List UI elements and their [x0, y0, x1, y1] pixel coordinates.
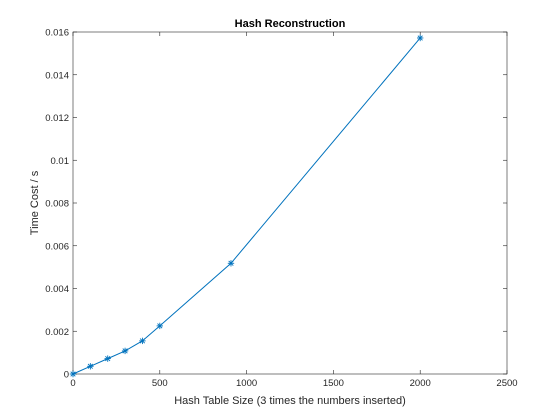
x-tick-label: 2500: [496, 378, 517, 389]
chart-title: Hash Reconstruction: [235, 18, 346, 30]
data-point: [139, 337, 146, 345]
x-tick-label: 2000: [410, 378, 431, 389]
x-tick-label: 500: [152, 378, 168, 389]
y-tick-label: 0.002: [45, 327, 69, 338]
y-tick-label: 0.012: [45, 113, 69, 124]
x-axis-label: Hash Table Size (3 times the numbers ins…: [174, 395, 406, 407]
series-layer: [69, 34, 424, 378]
y-tick-label: 0.016: [45, 28, 69, 39]
data-point: [69, 370, 77, 378]
y-tick-label: 0.006: [45, 241, 69, 252]
y-tick-label: 0: [64, 370, 69, 381]
data-point: [156, 322, 163, 330]
y-axis-label: Time Cost / s: [29, 170, 41, 235]
x-tick-label: 0: [70, 378, 75, 389]
x-tick-label: 1000: [236, 378, 257, 389]
data-point: [417, 34, 424, 42]
data-point: [121, 347, 129, 355]
plot-area: [72, 31, 508, 375]
data-point: [87, 363, 94, 370]
data-point: [104, 355, 111, 362]
y-tick-label: 0.004: [45, 284, 69, 295]
axes-box: [72, 31, 508, 375]
series-line-0: [72, 37, 421, 375]
y-axis: 0 0.002 0.004 0.006 0.008 0.01 0.012 0.014 0.016: [45, 28, 507, 381]
data-point: [227, 260, 235, 267]
y-tick-label: 0.014: [45, 70, 69, 81]
y-tick-label: 0.01: [51, 156, 70, 167]
y-tick-label: 0.008: [45, 199, 69, 210]
x-tick-label: 1500: [323, 378, 344, 389]
